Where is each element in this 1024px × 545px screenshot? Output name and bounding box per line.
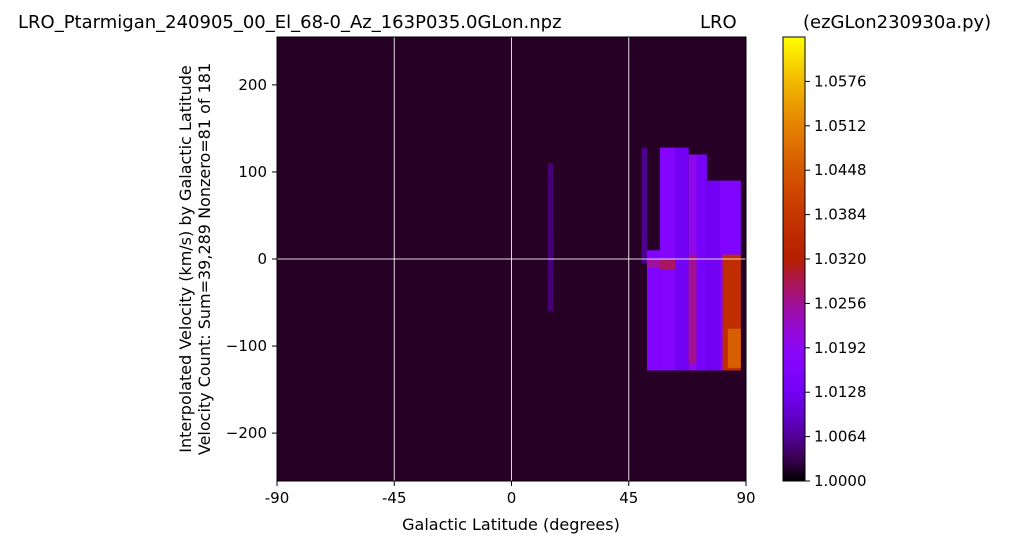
colorbar-tick-label: 1.0256	[814, 294, 867, 312]
x-tick-label: 90	[736, 489, 755, 507]
heatmap-cell	[547, 163, 554, 312]
colorbar-tick-label: 1.0384	[814, 206, 867, 224]
heatmap-cell	[727, 328, 741, 368]
colorbar-tick-label: 1.0000	[814, 472, 867, 490]
x-axis: -90 -45 0 45 90	[265, 481, 756, 507]
y-tick-label: −200	[226, 424, 267, 442]
colorbar-tick-label: 1.0448	[814, 161, 867, 179]
colorbar-tick-label: 1.0128	[814, 383, 867, 401]
y-tick-label: −100	[226, 337, 267, 355]
heatmap-cell	[646, 259, 661, 268]
heatmap-cell	[706, 180, 720, 371]
colorbar-tick-label: 1.0064	[814, 428, 867, 446]
colorbar-tick-label: 1.0192	[814, 339, 867, 357]
colorbar-ticks: 1.0000 1.0064 1.0128 1.0192 1.0256 1.0320 1.03…	[805, 72, 867, 490]
y-axis-label-line1: Interpolated Velocity (km/s) by Galactic…	[176, 65, 195, 453]
y-tick-label: 100	[238, 163, 267, 181]
chart-title-right: (ezGLon230930a.py)	[803, 12, 991, 33]
grid-lines	[277, 37, 746, 481]
heatmap-cell	[646, 250, 661, 371]
x-axis-label: Galactic Latitude (degrees)	[402, 515, 620, 534]
x-tick-label: -45	[382, 489, 407, 507]
heatmap-cell	[641, 147, 647, 264]
heatmap-cell	[688, 254, 697, 364]
y-tick-label: 0	[257, 250, 267, 268]
x-tick-label: 45	[619, 489, 638, 507]
y-axis-label-line2: Velocity Count: Sum=39,289 Nonzero=81 of…	[195, 63, 214, 455]
heatmap-cell	[696, 154, 707, 371]
y-tick-label: 200	[238, 76, 267, 94]
chart-title-left: LRO_Ptarmigan_240905_00_El_68-0_Az_163P0…	[18, 12, 562, 33]
heatmap-cell	[660, 259, 676, 270]
y-axis: 200 100 0 −100 −200	[226, 76, 277, 442]
x-tick-label: -90	[265, 489, 290, 507]
colorbar-tick-label: 1.0576	[814, 72, 867, 90]
colorbar-tick-label: 1.0512	[814, 117, 867, 135]
x-tick-label: 0	[507, 489, 517, 507]
colorbar	[782, 36, 806, 482]
colorbar-tick-label: 1.0320	[814, 250, 867, 268]
chart-title-center: LRO	[700, 12, 737, 33]
